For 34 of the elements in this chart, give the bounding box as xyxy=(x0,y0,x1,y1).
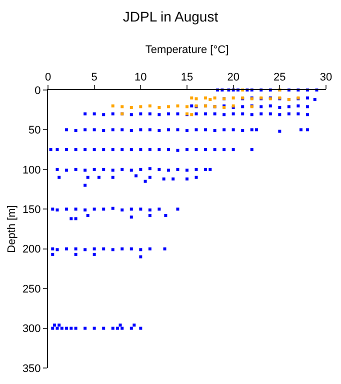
point xyxy=(186,105,188,108)
point xyxy=(139,105,142,108)
y-tick-label: 150 xyxy=(22,204,41,216)
y-tick-label: 50 xyxy=(28,124,41,137)
point xyxy=(194,97,198,100)
point xyxy=(204,96,208,100)
point xyxy=(148,104,152,108)
y-tick-label: 100 xyxy=(22,164,41,176)
point xyxy=(190,113,194,116)
y-tick-label: 300 xyxy=(22,323,41,336)
point xyxy=(166,105,170,108)
y-tick-label: 350 xyxy=(22,362,41,375)
point xyxy=(176,104,180,108)
y-axis-title: Depth [m] xyxy=(6,205,18,253)
x-tick-label: 30 xyxy=(320,72,332,84)
point xyxy=(130,106,133,109)
x-tick-label: 0 xyxy=(44,72,52,84)
y-tick-label: 0 xyxy=(34,84,41,97)
point xyxy=(111,104,114,108)
x-tick-label: 25 xyxy=(274,72,286,84)
x-tick-label: 15 xyxy=(180,72,194,84)
y-tick-label: 200 xyxy=(22,244,41,256)
point xyxy=(120,105,124,108)
x-axis-title: Temperature [°C] xyxy=(145,44,229,56)
point xyxy=(190,96,194,100)
x-tick-label: 10 xyxy=(134,72,147,84)
point xyxy=(158,106,161,109)
point xyxy=(232,96,235,100)
point xyxy=(213,96,216,100)
y-tick-label: 250 xyxy=(22,283,41,296)
point xyxy=(208,98,212,102)
x-tick-label: 20 xyxy=(227,72,240,84)
x-tick-label: 5 xyxy=(91,72,98,84)
chart-title: JDPL in August xyxy=(122,8,218,24)
